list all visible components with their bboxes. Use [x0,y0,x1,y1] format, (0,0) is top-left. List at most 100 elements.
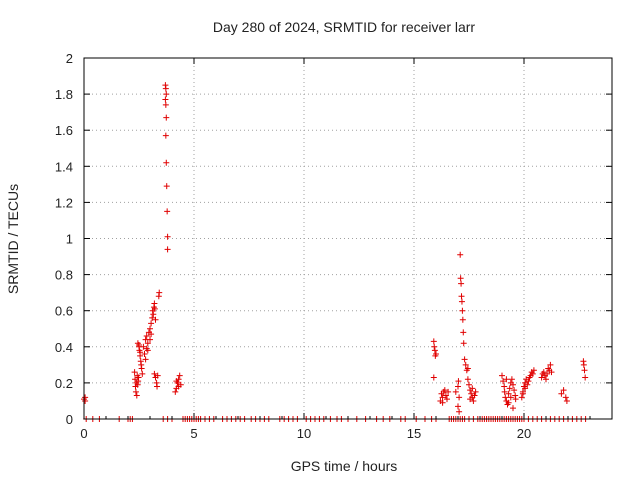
data-point [139,370,146,377]
data-point [469,385,476,392]
data-point [471,392,478,399]
y-tick-label: 0.4 [55,340,73,355]
data-point [459,307,466,314]
data-point [538,374,545,381]
data-point [548,369,555,376]
x-tick-label: 0 [80,426,87,441]
data-point [162,85,169,92]
data-point [143,345,150,352]
data-point [156,289,163,296]
data-point [500,378,507,385]
data-point [452,388,459,395]
chart-title: Day 280 of 2024, SRMTID for receiver lar… [213,19,476,35]
data-point [138,365,145,372]
data-point [142,356,149,363]
data-point [164,233,171,240]
data-point [442,392,449,399]
data-point [457,251,464,258]
data-point [503,376,510,383]
data-point [175,383,182,390]
data-point [163,91,170,98]
x-tick-label: 15 [407,426,421,441]
data-point [162,101,169,108]
data-point [581,367,588,374]
data-point [547,361,554,368]
data-point [176,372,183,379]
data-point [580,361,587,368]
data-point [472,388,479,395]
data-point [433,351,439,358]
data-point [154,383,161,390]
data-point [464,365,471,372]
data-point [530,367,537,374]
x-tick-label: 5 [190,426,197,441]
data-point [143,332,150,339]
data-point [507,394,514,401]
data-point [455,403,461,410]
data-point [470,397,477,404]
x-tick-label: 20 [517,426,531,441]
data-point [132,376,139,383]
data-point [144,340,151,347]
data-point [501,383,508,390]
data-point [563,397,570,404]
data-point [544,370,551,377]
y-tick-label: 1.8 [55,87,73,102]
data-point [164,208,171,215]
data-point [162,96,169,103]
y-tick-label: 1.2 [55,195,73,210]
data-point [430,374,437,381]
data-point [431,347,438,354]
data-point [522,385,529,392]
y-tick-label: 0.6 [55,304,73,319]
data-point [132,388,139,395]
data-point [163,183,170,190]
y-tick-label: 1 [66,232,73,247]
y-tick-label: 1.4 [55,159,73,174]
data-point [458,280,465,287]
data-point [510,381,516,388]
data-point [147,325,153,332]
data-point [582,374,589,381]
data-point [460,340,467,347]
data-point [462,361,469,368]
grid-layer [84,58,612,419]
data-point [148,331,155,338]
data-point [154,372,161,379]
data-point [431,343,438,350]
data-point [524,381,531,388]
data-point [456,408,463,415]
data-point [162,132,169,139]
data-point [131,369,138,376]
data-point [466,381,472,388]
data-point [133,392,140,399]
data-point [499,372,505,379]
data-point [505,399,512,406]
data-point [525,378,532,385]
y-axis-label: SRMTID / TECUs [5,184,21,294]
y-tick-label: 2 [66,51,73,66]
data-point [163,114,170,121]
data-point [540,369,547,376]
data-point [458,293,465,300]
data-point [151,370,158,377]
data-point [501,388,508,395]
ticks-layer: 0 5 10 15 20 0 0.2 0.4 0.6 0.8 1 1.2 1.4 1.6 1.8 2 [55,51,612,441]
data-point [136,341,142,348]
data-point [459,316,466,323]
x-tick-label: 10 [297,426,311,441]
data-point [505,390,512,397]
data-point [163,159,170,166]
data-point [82,397,89,404]
data-point [141,351,148,358]
data-point [151,305,158,312]
data-point [560,387,567,394]
data-point [511,387,518,394]
data-point [467,396,474,403]
data-point [455,378,462,385]
data-point [151,300,158,307]
data-point [148,320,155,327]
data-point [439,394,446,401]
data-point [510,405,516,412]
